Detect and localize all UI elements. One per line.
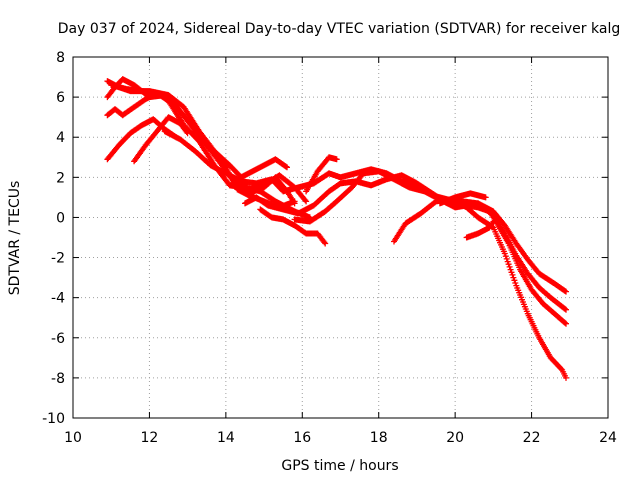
series-track-6 <box>131 114 191 165</box>
data-point <box>503 255 510 262</box>
data-point <box>562 305 568 312</box>
x-axis-label: GPS time / hours <box>281 458 398 474</box>
series-track-15 <box>463 218 497 241</box>
y-tick-label: -6 <box>51 331 65 347</box>
data-point <box>184 130 191 137</box>
x-tick-label: 24 <box>599 430 617 446</box>
data-point <box>563 320 569 327</box>
series-track-11 <box>303 154 340 195</box>
x-tick-label: 22 <box>523 430 541 446</box>
data-point <box>563 288 569 295</box>
series-track-9 <box>230 174 298 207</box>
data-point <box>303 198 310 205</box>
data-point <box>501 250 508 257</box>
x-tick-label: 16 <box>293 430 311 446</box>
data-point <box>562 319 568 326</box>
plot-frame <box>72 56 609 419</box>
y-tick-label: -10 <box>42 411 65 427</box>
data-point <box>507 266 514 273</box>
x-tick-label: 10 <box>64 430 82 446</box>
data-point <box>563 306 569 313</box>
data-point <box>509 271 516 278</box>
data-points <box>104 76 569 381</box>
data-point <box>321 239 328 246</box>
x-tick-label: 20 <box>446 430 464 446</box>
data-point <box>333 156 340 163</box>
y-tick-label: 8 <box>56 50 65 66</box>
x-tick-label: 14 <box>217 430 235 446</box>
y-tick-label: 4 <box>56 130 65 146</box>
series-track-14 <box>391 196 569 381</box>
x-tick-label: 18 <box>370 430 388 446</box>
data-point <box>322 240 329 247</box>
data-point <box>302 197 309 204</box>
data-point <box>284 164 290 171</box>
y-tick-label: -4 <box>51 291 65 307</box>
series-track-12 <box>291 168 569 327</box>
y-tick-label: 6 <box>56 90 65 106</box>
grid <box>73 57 608 418</box>
series-track-8 <box>242 172 569 313</box>
data-point <box>183 129 190 135</box>
y-tick-label: -2 <box>51 251 65 267</box>
data-point <box>283 163 289 170</box>
series-track-5 <box>104 116 180 163</box>
data-point <box>563 374 569 381</box>
chart-title: Day 037 of 2024, Sidereal Day-to-day VTE… <box>58 21 620 37</box>
data-point <box>511 277 518 284</box>
y-axis-label: SDTVAR / TECUs <box>7 181 23 296</box>
data-point <box>510 274 517 281</box>
data-point <box>490 218 497 225</box>
y-tick-label: -8 <box>51 371 65 387</box>
y-tick-label: 2 <box>56 170 65 186</box>
x-tick-label: 12 <box>141 430 159 446</box>
y-tick-label: 0 <box>56 210 65 226</box>
data-point <box>505 261 512 268</box>
data-point <box>291 200 298 207</box>
data-point <box>502 253 509 260</box>
data-point <box>482 194 489 201</box>
data-point <box>506 263 513 270</box>
series-track-10 <box>257 206 329 247</box>
